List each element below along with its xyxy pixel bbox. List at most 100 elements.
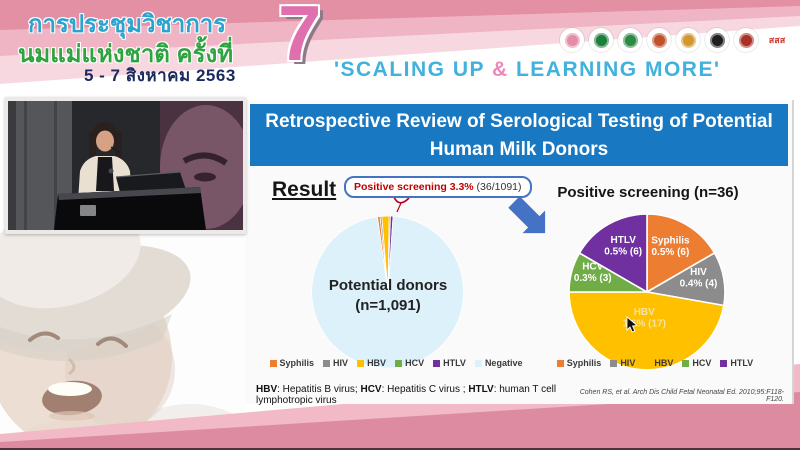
- legend-item-htlv: HTLV: [433, 358, 466, 368]
- presenter-badge: [108, 168, 114, 174]
- stage-edge: [8, 101, 16, 230]
- poster-eye: [194, 172, 216, 182]
- legend-label: Syphilis: [566, 358, 602, 368]
- pie-label-hbv: HBV 1.6% (17): [623, 307, 666, 330]
- logo-emblem: [564, 32, 580, 48]
- wall-seam: [54, 101, 57, 230]
- legend-item-hcv: HCV: [682, 358, 711, 368]
- logo-emblem: [651, 32, 667, 48]
- footnote-text: HCV: [360, 384, 382, 395]
- potential-donors-pie: [311, 215, 465, 369]
- legend-item-hbv: HBV: [644, 358, 673, 368]
- mouse-cursor-icon: [626, 316, 639, 333]
- legend-swatch: [556, 359, 564, 367]
- baby-teeth: [48, 382, 92, 396]
- podium-top: [58, 187, 201, 200]
- legend-label: Negative: [484, 358, 523, 368]
- legend-label: HBV: [654, 358, 674, 368]
- callout-text: (36/1091): [473, 181, 522, 193]
- tagline-part: &: [491, 58, 509, 81]
- podium-plate: [80, 205, 96, 216]
- positive-screening-callout: Positive screening 3.3% (36/1091): [344, 176, 532, 198]
- legend-swatch: [720, 359, 728, 367]
- thaihealth-logo: สสส: [763, 29, 791, 51]
- health-department-green-logo: [589, 28, 613, 52]
- logo-emblem: [593, 32, 609, 48]
- presenter-face: [96, 130, 114, 152]
- right-pie-legend: Syphilis HIV HBV HCV HTLV: [552, 358, 758, 368]
- legend-item-hiv: HIV: [323, 358, 348, 368]
- footer-band-dark: [0, 392, 800, 450]
- nursing-council-red-logo: [734, 28, 758, 52]
- pie-slice-hbv: [568, 291, 725, 371]
- callout-pointer: [393, 196, 410, 204]
- positive-screening-pie: Syphilis 0.5% (6) HIV 0.4% (4) HBV 1.6% (17) H…: [568, 213, 726, 371]
- pie-label-htlv: HTLV 0.5% (6): [604, 235, 642, 257]
- legend-label: HCV: [405, 358, 425, 368]
- partner-logos: สสส: [560, 28, 791, 52]
- left-pie-center-label: Potential donors (n=1,091): [303, 276, 473, 317]
- legend-label: HBV: [367, 358, 387, 368]
- callout-pointer-tail: [396, 202, 402, 213]
- legend-swatch: [357, 359, 365, 367]
- pie-label-hcv: HCV 0.3% (3): [574, 261, 612, 284]
- baby-right-eye: [96, 336, 128, 348]
- footnote-text: : Hepatitis B virus;: [277, 384, 361, 395]
- presenter-video-panel: [5, 97, 246, 234]
- wall-seam: [24, 101, 27, 230]
- arrow-icon: [508, 196, 546, 234]
- pie-label-hiv: HIV 0.4% (4): [680, 267, 718, 290]
- pie-slice-syphilis: [646, 213, 716, 293]
- legend-swatch: [644, 359, 652, 367]
- legend-label: HCV: [692, 358, 712, 368]
- baby-hat-shade: [0, 314, 172, 361]
- slide-title: Retrospective Review of Serological Test…: [250, 104, 788, 166]
- logo-text: สสส: [768, 35, 786, 45]
- legend-swatch: [474, 359, 482, 367]
- legend-item-negative: Negative: [474, 358, 523, 368]
- banner-stripe-dark: [0, 0, 800, 30]
- footnote-text: : Hepatitis C virus ;: [381, 384, 469, 395]
- presenter-video-content: [8, 101, 243, 230]
- legend-swatch: [682, 359, 690, 367]
- legend-swatch: [433, 359, 441, 367]
- tagline-part: 'SCALING UP: [334, 58, 492, 81]
- right-pie-title: Positive screening (n=36): [557, 184, 739, 201]
- logo-emblem: [709, 32, 725, 48]
- pie-label-syphilis: Syphilis 0.5% (6): [651, 235, 690, 258]
- royal-college-gold-logo: [676, 28, 700, 52]
- legend-swatch: [395, 359, 403, 367]
- pie-slice-htlv: [578, 213, 648, 293]
- logo-emblem: [680, 32, 696, 48]
- legend-label: HTLV: [443, 358, 466, 368]
- laptop-edge: [115, 171, 181, 178]
- left-pie-label-line2: (n=1,091): [355, 297, 421, 315]
- legend-item-htlv: HTLV: [720, 358, 753, 368]
- legend-label: HIV: [333, 358, 349, 368]
- conference-dates: 5 - 7 สิงหาคม 2563: [84, 66, 236, 85]
- tagline-part: LEARNING MORE': [508, 58, 721, 81]
- legend-item-syphilis: Syphilis: [556, 358, 602, 368]
- abbreviation-footnote: HBV: Hepatitis B virus; HCV: Hepatitis C…: [256, 384, 586, 406]
- legend-item-syphilis: Syphilis: [269, 358, 314, 368]
- charts-layer: Syphilis 0.5% (6) HIV 0.4% (4) HBV 1.6% (17) H…: [311, 196, 726, 371]
- legend-swatch: [269, 359, 277, 367]
- left-pie-legend: Syphilis HIV HBV HCV HTLV Negative: [268, 358, 524, 368]
- edition-number: 7: [278, 0, 322, 77]
- legend-item-hiv: HIV: [610, 358, 635, 368]
- left-pie-label-line1: Potential donors: [328, 277, 448, 294]
- callout-text: Positive screening 3.3%: [354, 181, 474, 193]
- legend-label: HIV: [620, 358, 636, 368]
- conference-tagline: 'SCALING UP & LEARNING MORE': [334, 58, 720, 82]
- presentation-slide: Retrospective Review of Serological Test…: [246, 100, 794, 406]
- conference-title-line1: การประชุมวิชาการ: [28, 11, 227, 38]
- citation: Cohen RS, et al. Arch Dis Child Fetal Ne…: [579, 389, 784, 403]
- legend-swatch: [610, 359, 618, 367]
- legend-item-hbv: HBV: [357, 358, 386, 368]
- footnote-text: : human T cell lymphotropic virus: [256, 384, 557, 406]
- legend-label: HTLV: [730, 358, 754, 368]
- logo-emblem: [622, 32, 638, 48]
- presenter-microphone: [110, 146, 120, 153]
- breastfeeding-foundation-logo: [560, 28, 584, 52]
